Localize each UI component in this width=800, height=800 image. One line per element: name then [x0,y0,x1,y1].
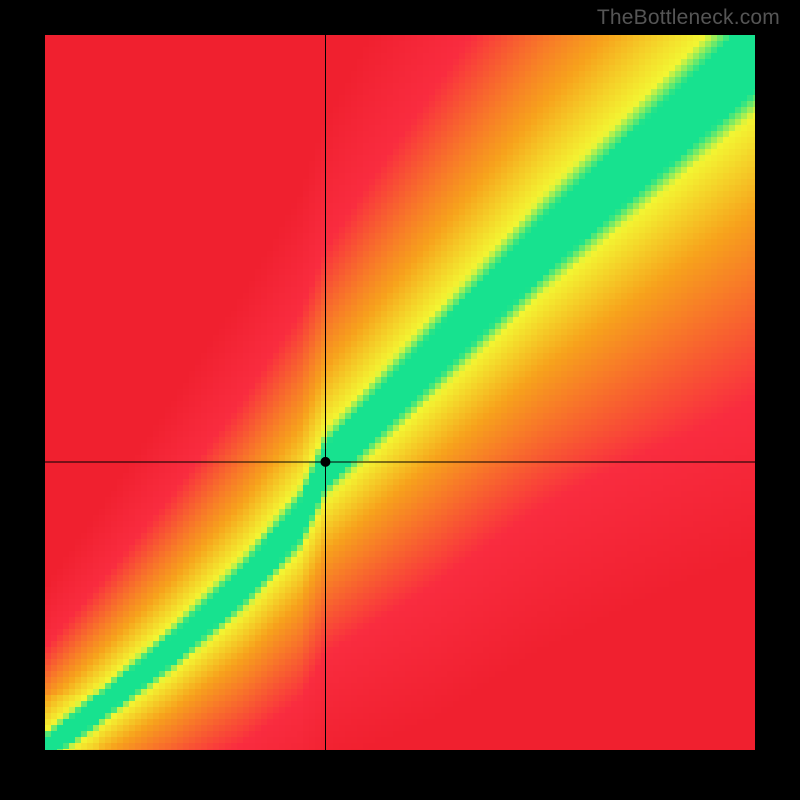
heatmap-svg [45,35,755,750]
watermark-text: TheBottleneck.com [597,6,780,30]
plot-area [45,35,755,750]
chart-container: TheBottleneck.com [0,0,800,800]
crosshair-dot [320,457,330,467]
